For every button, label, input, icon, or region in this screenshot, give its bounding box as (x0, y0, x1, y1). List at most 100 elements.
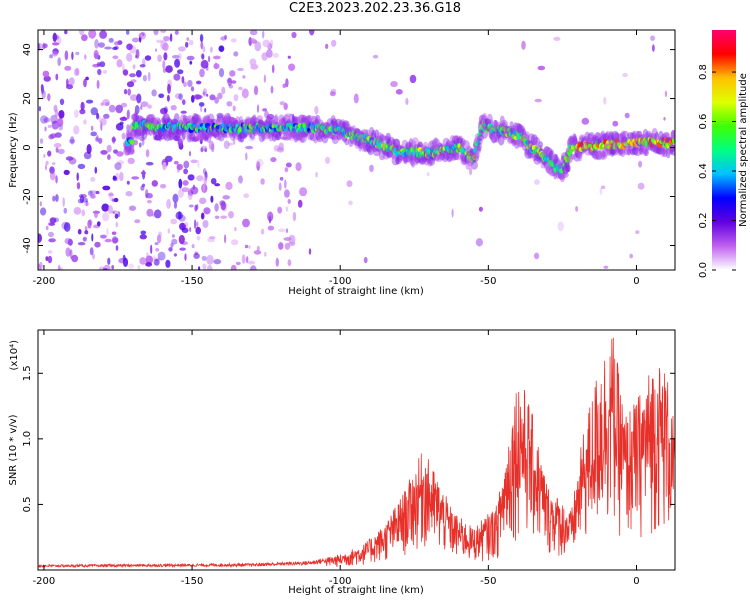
spectral-blob (68, 77, 75, 86)
spectral-blob (637, 182, 645, 190)
spectral-blob (78, 193, 87, 199)
spectral-blob (262, 30, 265, 39)
spectral-blob (292, 117, 298, 124)
spectral-blob (469, 167, 473, 176)
spectral-blob (499, 129, 505, 136)
spectral-blob (480, 114, 487, 123)
spectral-blob (183, 168, 189, 175)
spectral-blob (285, 128, 292, 141)
spectral-blob (49, 217, 57, 224)
spectral-blob (670, 130, 675, 139)
spectral-blob (379, 135, 387, 142)
spectral-blob (63, 207, 68, 214)
spectral-blob (600, 130, 606, 141)
spectral-blob (267, 225, 275, 231)
spectral-blob (228, 211, 234, 219)
spectral-blob (98, 42, 105, 48)
spectral-blob (561, 172, 569, 178)
spectral-blob (593, 148, 602, 160)
spectral-blob (64, 50, 69, 61)
spectral-blob (115, 123, 124, 131)
spectral-blob (326, 118, 334, 127)
spectral-blob (304, 116, 311, 124)
colorbar-tick-label: 0.2 (698, 213, 709, 229)
spectral-blob (343, 121, 348, 131)
spectral-blob (217, 133, 225, 142)
spectral-blob (318, 130, 326, 138)
spectral-blob (513, 139, 520, 149)
spectral-blob (277, 228, 286, 233)
spectral-blob (282, 114, 291, 125)
spectral-blob (331, 118, 338, 127)
spectral-blob (96, 112, 100, 120)
spectral-blob (193, 114, 202, 123)
spectral-blob (603, 96, 607, 105)
spectral-blob (227, 115, 232, 125)
spectral-blob (155, 48, 157, 52)
spectral-blob (500, 119, 509, 128)
spectral-blob (92, 253, 95, 260)
spectrogram-frame (37, 29, 676, 271)
spectral-blob (157, 54, 163, 62)
spectral-blob (293, 133, 301, 141)
spectral-blob (563, 161, 568, 167)
y-tick-label: 40 (22, 43, 33, 56)
spectral-blob (197, 133, 206, 141)
spectral-blob (43, 75, 51, 82)
spectral-blob (196, 221, 199, 228)
spectral-blob (194, 219, 197, 230)
spectral-blob (164, 130, 170, 137)
spectral-blob (123, 88, 128, 95)
spectral-blob (83, 151, 92, 160)
spectral-blob (89, 190, 98, 195)
spectral-blob (534, 179, 540, 185)
spectral-blob (167, 122, 171, 128)
spectral-blob (178, 178, 183, 189)
spectral-blob (129, 144, 135, 154)
spectral-blob (288, 234, 296, 245)
spectral-blob (600, 149, 608, 160)
spectral-blob (623, 148, 630, 155)
spectral-blob (292, 211, 297, 222)
spectral-blob (450, 153, 457, 161)
spectral-blob (158, 93, 165, 99)
spectral-blob (670, 144, 675, 156)
spectral-blob (126, 124, 130, 132)
spectral-blob (112, 176, 118, 182)
spectral-blob (419, 157, 426, 164)
spectral-blob (491, 132, 497, 144)
spectral-blob (534, 252, 540, 260)
spectral-blob (114, 41, 120, 46)
spectral-blob (191, 113, 199, 125)
spectral-blob (260, 228, 265, 235)
spectral-blob (97, 221, 101, 227)
spectral-blob (366, 143, 371, 152)
spectral-blob (629, 148, 637, 156)
spectral-blob (106, 144, 112, 153)
spectral-blob (203, 207, 211, 215)
spectral-blob (572, 135, 578, 147)
spectral-blob (162, 161, 167, 171)
spectral-blob (340, 121, 347, 132)
spectral-blob (225, 116, 234, 125)
spectral-blob (151, 180, 158, 187)
spectral-blob (190, 159, 198, 164)
spectral-blob (569, 135, 574, 146)
spectral-blob (256, 115, 263, 122)
spectral-blob (152, 213, 156, 217)
spectral-blob (112, 210, 118, 215)
snr-frame (37, 329, 676, 571)
spectral-blob (68, 157, 77, 165)
spectral-blob (125, 129, 133, 137)
spectral-blob (517, 126, 525, 135)
spectral-blob (442, 153, 450, 160)
spectral-blob (224, 34, 227, 40)
spectral-blob (393, 138, 400, 148)
spectral-blob (162, 129, 168, 141)
spectral-blob (56, 118, 64, 127)
spectral-blob (524, 131, 530, 140)
spectral-blob (256, 245, 260, 251)
spectral-blob (309, 133, 318, 142)
spectral-blob (253, 250, 262, 255)
spectral-blob (298, 114, 306, 124)
